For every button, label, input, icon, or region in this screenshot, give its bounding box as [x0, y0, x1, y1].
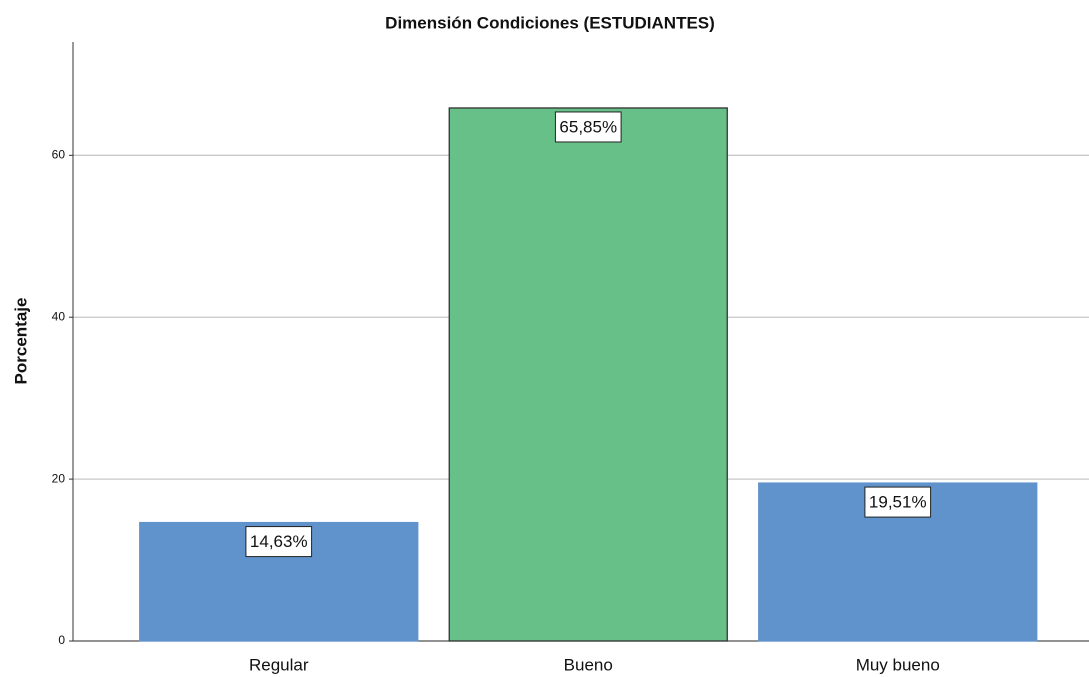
chart-title: Dimensión Condiciones (ESTUDIANTES): [385, 13, 715, 32]
x-tick-label: Bueno: [564, 655, 613, 674]
value-label: 65,85%: [559, 117, 617, 136]
x-tick-label: Muy bueno: [856, 655, 940, 674]
value-label-box: [245, 526, 313, 558]
y-tick-label: 60: [52, 147, 66, 161]
bar: [448, 107, 728, 642]
y-axis-label: Porcentaje: [11, 298, 30, 385]
value-label: 14,63%: [250, 532, 308, 551]
value-label-box: [864, 486, 932, 518]
value-label-box: [554, 111, 622, 143]
y-tick-label: 0: [58, 633, 65, 647]
value-label: 19,51%: [869, 493, 927, 512]
x-tick-label: Regular: [249, 655, 309, 674]
y-tick-label: 40: [52, 309, 66, 323]
y-tick-label: 20: [52, 471, 66, 485]
